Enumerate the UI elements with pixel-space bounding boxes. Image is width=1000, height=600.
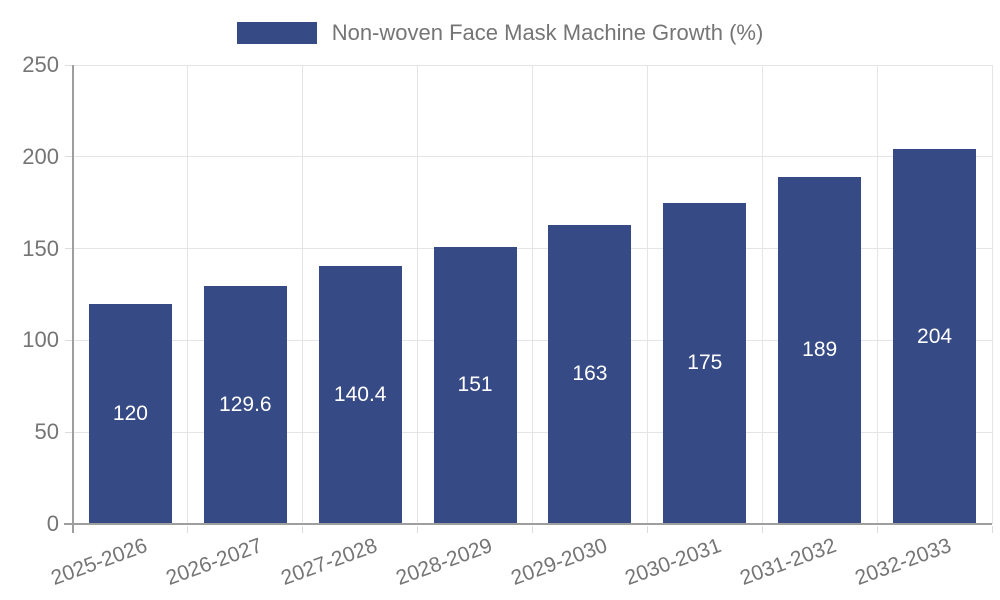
x-axis-label: 2030-2031 [622,534,725,590]
bar-value-label: 140.4 [333,383,387,407]
x-axis-tick [646,526,648,533]
bar-value-label: 204 [917,324,953,348]
gridline-vertical [991,65,993,524]
bar[interactable]: 151 [433,246,517,524]
x-axis-label: 2031-2032 [737,534,840,590]
bar[interactable]: 189 [778,176,862,524]
gridline-vertical [761,65,763,524]
y-axis-label: 100 [22,327,59,353]
gridline-vertical [302,65,304,524]
bar-value-label: 129.6 [219,393,272,417]
x-axis-line [64,523,992,525]
y-axis-tick [65,156,72,158]
x-axis-label: 2028-2029 [392,534,495,590]
x-axis-label: 2026-2027 [162,534,266,590]
x-axis-tick [532,526,533,533]
gridline-vertical [532,65,533,524]
legend-swatch [236,22,317,44]
bar[interactable]: 120 [88,303,172,524]
legend-label: Non-woven Face Mask Machine Growth (%) [331,20,764,45]
y-axis-tick [65,431,72,433]
bar-value-label: 151 [457,373,493,397]
x-axis-tick [187,526,189,533]
x-axis-tick [761,526,763,533]
bar-value-label: 163 [572,362,608,386]
bar-value-label: 175 [687,351,723,375]
x-axis-tick [991,526,993,533]
x-axis-tick [302,526,304,533]
y-axis-label: 150 [22,235,59,261]
legend[interactable]: Non-woven Face Mask Machine Growth (%) [0,20,1000,46]
x-axis-label: 2027-2028 [277,534,381,590]
bar[interactable]: 140.4 [318,266,402,524]
y-axis-label: 0 [46,511,59,536]
x-axis-tick [876,526,878,533]
gridline-vertical [876,65,878,524]
bar[interactable]: 204 [893,149,977,524]
y-axis-line [72,65,74,533]
bar[interactable]: 163 [548,224,632,524]
y-axis-label: 250 [22,52,59,77]
x-axis-tick [417,526,419,533]
x-axis-label: 2029-2030 [507,534,610,590]
y-axis-tick [65,248,72,250]
bar-value-label: 120 [112,401,148,425]
gridline-vertical [417,65,419,524]
plot-area: 0 50 100 150 200 250 120 2025-2026 129.6 2026-202… [22,52,993,590]
bar[interactable]: 129.6 [203,286,287,524]
gridline-vertical [646,65,648,524]
y-axis-tick [65,339,72,341]
x-axis-label: 2032-2033 [852,534,955,590]
bar-value-label: 189 [802,338,838,362]
bar[interactable]: 175 [663,202,747,524]
x-axis-label: 2025-2026 [48,534,151,590]
y-axis-tick [65,64,72,66]
gridline-vertical [187,65,189,524]
y-axis-label: 50 [34,419,59,445]
y-axis-label: 200 [22,143,59,169]
